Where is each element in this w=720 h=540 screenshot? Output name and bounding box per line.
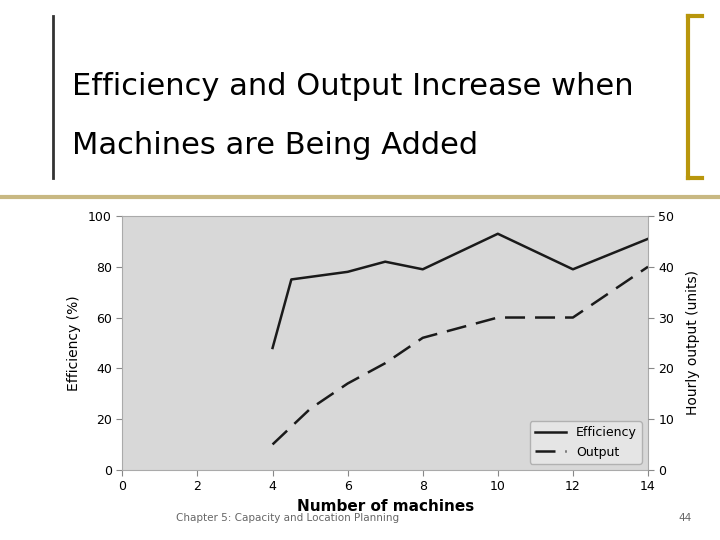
X-axis label: Number of machines: Number of machines	[297, 499, 474, 514]
Text: Chapter 5: Capacity and Location Planning: Chapter 5: Capacity and Location Plannin…	[176, 514, 400, 523]
Text: Efficiency and Output Increase when: Efficiency and Output Increase when	[72, 72, 634, 101]
Y-axis label: Efficiency (%): Efficiency (%)	[67, 295, 81, 391]
Legend: Efficiency, Output: Efficiency, Output	[530, 421, 642, 463]
Text: Machines are Being Added: Machines are Being Added	[72, 131, 478, 160]
Text: 44: 44	[678, 514, 691, 523]
Y-axis label: Hourly output (units): Hourly output (units)	[685, 271, 700, 415]
